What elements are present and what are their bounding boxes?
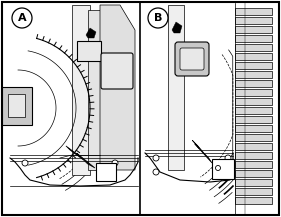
FancyBboxPatch shape	[2, 87, 32, 125]
FancyBboxPatch shape	[175, 42, 209, 76]
FancyBboxPatch shape	[235, 97, 271, 105]
FancyBboxPatch shape	[96, 163, 116, 181]
FancyBboxPatch shape	[235, 169, 271, 176]
Polygon shape	[66, 146, 95, 168]
Circle shape	[104, 169, 110, 175]
Text: A: A	[18, 13, 26, 23]
FancyBboxPatch shape	[77, 41, 101, 61]
FancyBboxPatch shape	[235, 16, 271, 23]
Circle shape	[22, 160, 28, 166]
FancyBboxPatch shape	[235, 133, 271, 140]
FancyBboxPatch shape	[235, 89, 271, 95]
Polygon shape	[172, 22, 182, 33]
FancyBboxPatch shape	[235, 151, 271, 158]
FancyBboxPatch shape	[8, 94, 24, 117]
FancyBboxPatch shape	[235, 71, 271, 77]
FancyBboxPatch shape	[235, 125, 271, 132]
Circle shape	[225, 155, 231, 161]
FancyBboxPatch shape	[235, 143, 271, 150]
Circle shape	[112, 160, 118, 166]
FancyBboxPatch shape	[235, 8, 271, 15]
Polygon shape	[192, 140, 212, 163]
Circle shape	[153, 169, 159, 175]
FancyBboxPatch shape	[235, 43, 271, 51]
FancyBboxPatch shape	[235, 26, 271, 33]
FancyBboxPatch shape	[212, 159, 234, 179]
FancyBboxPatch shape	[235, 35, 271, 41]
FancyBboxPatch shape	[235, 115, 271, 123]
Circle shape	[216, 166, 221, 171]
Circle shape	[12, 8, 32, 28]
Circle shape	[148, 8, 168, 28]
FancyBboxPatch shape	[235, 197, 271, 204]
FancyBboxPatch shape	[180, 48, 204, 70]
FancyBboxPatch shape	[88, 10, 102, 170]
FancyBboxPatch shape	[72, 5, 90, 175]
FancyBboxPatch shape	[168, 5, 184, 170]
FancyBboxPatch shape	[235, 53, 271, 59]
FancyBboxPatch shape	[235, 161, 271, 168]
FancyBboxPatch shape	[235, 79, 271, 87]
Polygon shape	[86, 28, 96, 38]
FancyBboxPatch shape	[101, 53, 133, 89]
FancyBboxPatch shape	[235, 179, 271, 186]
FancyBboxPatch shape	[235, 107, 271, 113]
FancyBboxPatch shape	[235, 61, 271, 69]
Text: B: B	[154, 13, 162, 23]
Polygon shape	[100, 5, 135, 170]
FancyBboxPatch shape	[235, 187, 271, 194]
Circle shape	[153, 155, 159, 161]
